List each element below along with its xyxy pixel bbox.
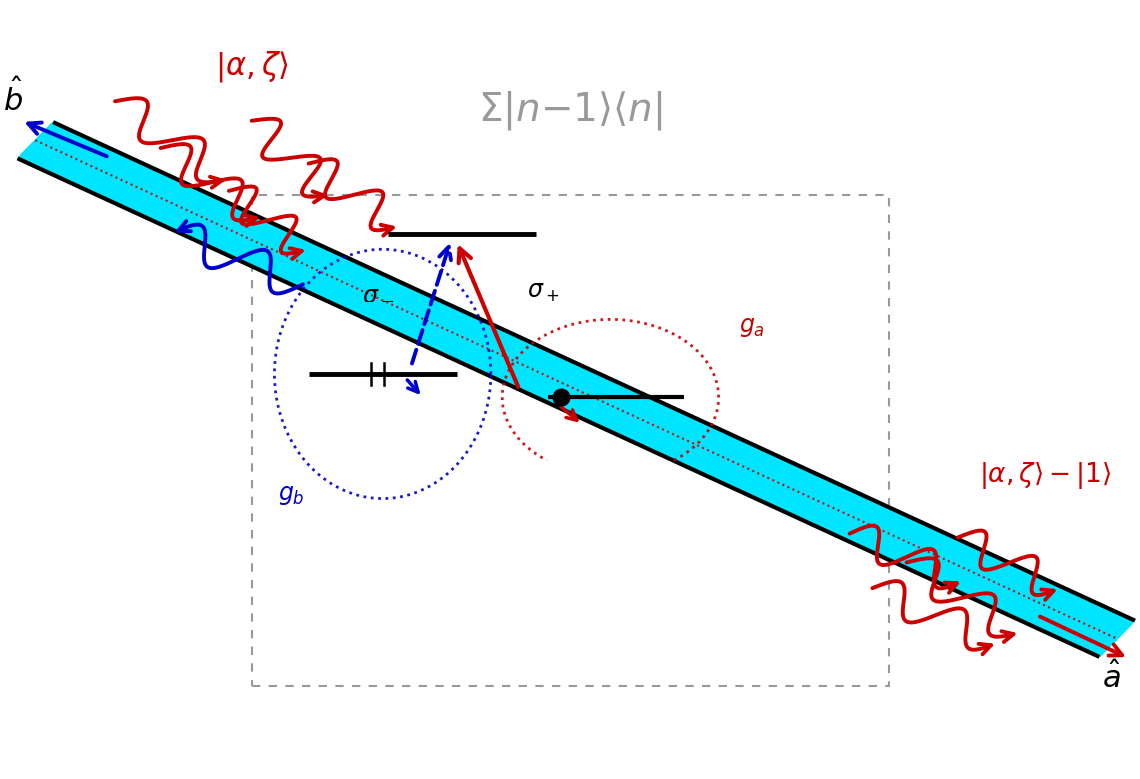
Text: $\hat{b}$: $\hat{b}$	[2, 78, 23, 117]
Text: $|\alpha,\zeta\rangle$: $|\alpha,\zeta\rangle$	[214, 49, 288, 83]
Text: $\sigma_+$: $\sigma_+$	[528, 280, 560, 304]
Text: $\mathit{\Sigma}|n{-}1\rangle\langle n|$: $\mathit{\Sigma}|n{-}1\rangle\langle n|$	[478, 90, 662, 132]
Text: $\sigma_-$: $\sigma_-$	[361, 280, 394, 304]
Text: $g_b$: $g_b$	[278, 483, 304, 506]
Text: $\hat{a}$: $\hat{a}$	[1102, 661, 1121, 694]
Text: $|\alpha,\zeta\rangle-|1\rangle$: $|\alpha,\zeta\rangle-|1\rangle$	[979, 460, 1112, 491]
Text: $g_a$: $g_a$	[739, 315, 765, 339]
